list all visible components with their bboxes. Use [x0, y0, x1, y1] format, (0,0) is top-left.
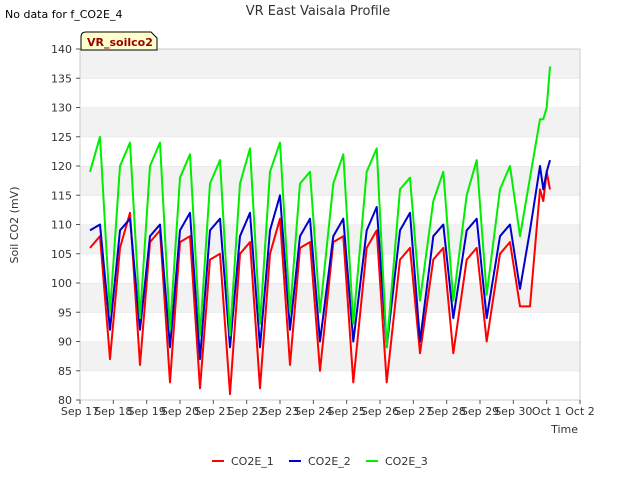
x-tick-label: Oct 1	[532, 405, 562, 418]
legend-label-co2e-1: CO2E_1	[231, 455, 274, 468]
chart-title: VR East Vaisala Profile	[246, 4, 391, 19]
y-tick-label: 130	[51, 102, 72, 115]
x-tick-label: Sep 19	[128, 405, 166, 418]
grid-band	[80, 341, 580, 371]
grid-band	[80, 49, 580, 79]
vr-soilco2-tag-label: VR_soilco2	[87, 36, 153, 49]
y-tick-label: 115	[51, 189, 72, 202]
y-tick-label: 90	[58, 336, 72, 349]
grid-band	[80, 283, 580, 313]
y-tick-label: 80	[58, 394, 72, 407]
series-layer	[89, 66, 551, 396]
series-line-co2e-1	[89, 170, 551, 396]
series-line-co2e-2	[89, 159, 551, 361]
x-tick-label: Sep 22	[228, 405, 266, 418]
x-tick-label: Sep 27	[394, 405, 432, 418]
grid-band	[80, 78, 580, 108]
y-tick-label: 125	[51, 131, 72, 144]
x-tick-label: Sep 18	[94, 405, 132, 418]
grid-band	[80, 136, 580, 166]
grid-band	[80, 370, 580, 400]
x-tick-label: Sep 24	[294, 405, 332, 418]
legend-label-co2e-3: CO2E_3	[385, 455, 428, 468]
vr-soilco2-tag: VR_soilco2	[80, 31, 158, 51]
y-tick-label: 120	[51, 160, 72, 173]
y-tick-label: 105	[51, 248, 72, 261]
y-tick-label: 95	[58, 306, 72, 319]
grid-band	[80, 312, 580, 342]
y-tick-label: 135	[51, 72, 72, 85]
y-tick-label: 110	[51, 219, 72, 232]
y-tick-label: 100	[51, 277, 72, 290]
x-tick-label: Sep 20	[161, 405, 199, 418]
no-data-text: No data for f_CO2E_4	[5, 8, 123, 21]
x-tick-label: Sep 23	[261, 405, 299, 418]
x-tick-label: Sep 26	[361, 405, 399, 418]
x-tick-label: Sep 29	[461, 405, 499, 418]
y-axis-label: Soil CO2 (mV)	[8, 187, 21, 264]
x-tick-label: Sep 17	[61, 405, 99, 418]
y-axis: 80 85 90 95 100 105 110 115 120 125 130 135 140	[51, 43, 80, 407]
legend: CO2E_1 CO2E_2 CO2E_3	[212, 455, 428, 468]
x-tick-label: Oct 2	[565, 405, 595, 418]
x-tick-label: Sep 30	[494, 405, 532, 418]
grid-band	[80, 107, 580, 137]
x-tick-label: Sep 21	[194, 405, 232, 418]
grid-band	[80, 166, 580, 196]
series-line-co2e-3	[89, 66, 551, 349]
grid-band	[80, 224, 580, 254]
legend-label-co2e-2: CO2E_2	[308, 455, 351, 468]
x-tick-label: Sep 28	[428, 405, 466, 418]
y-tick-label: 85	[58, 365, 72, 378]
y-tick-label: 140	[51, 43, 72, 56]
x-axis-label: Time	[550, 423, 578, 436]
x-tick-label: Sep 25	[328, 405, 366, 418]
